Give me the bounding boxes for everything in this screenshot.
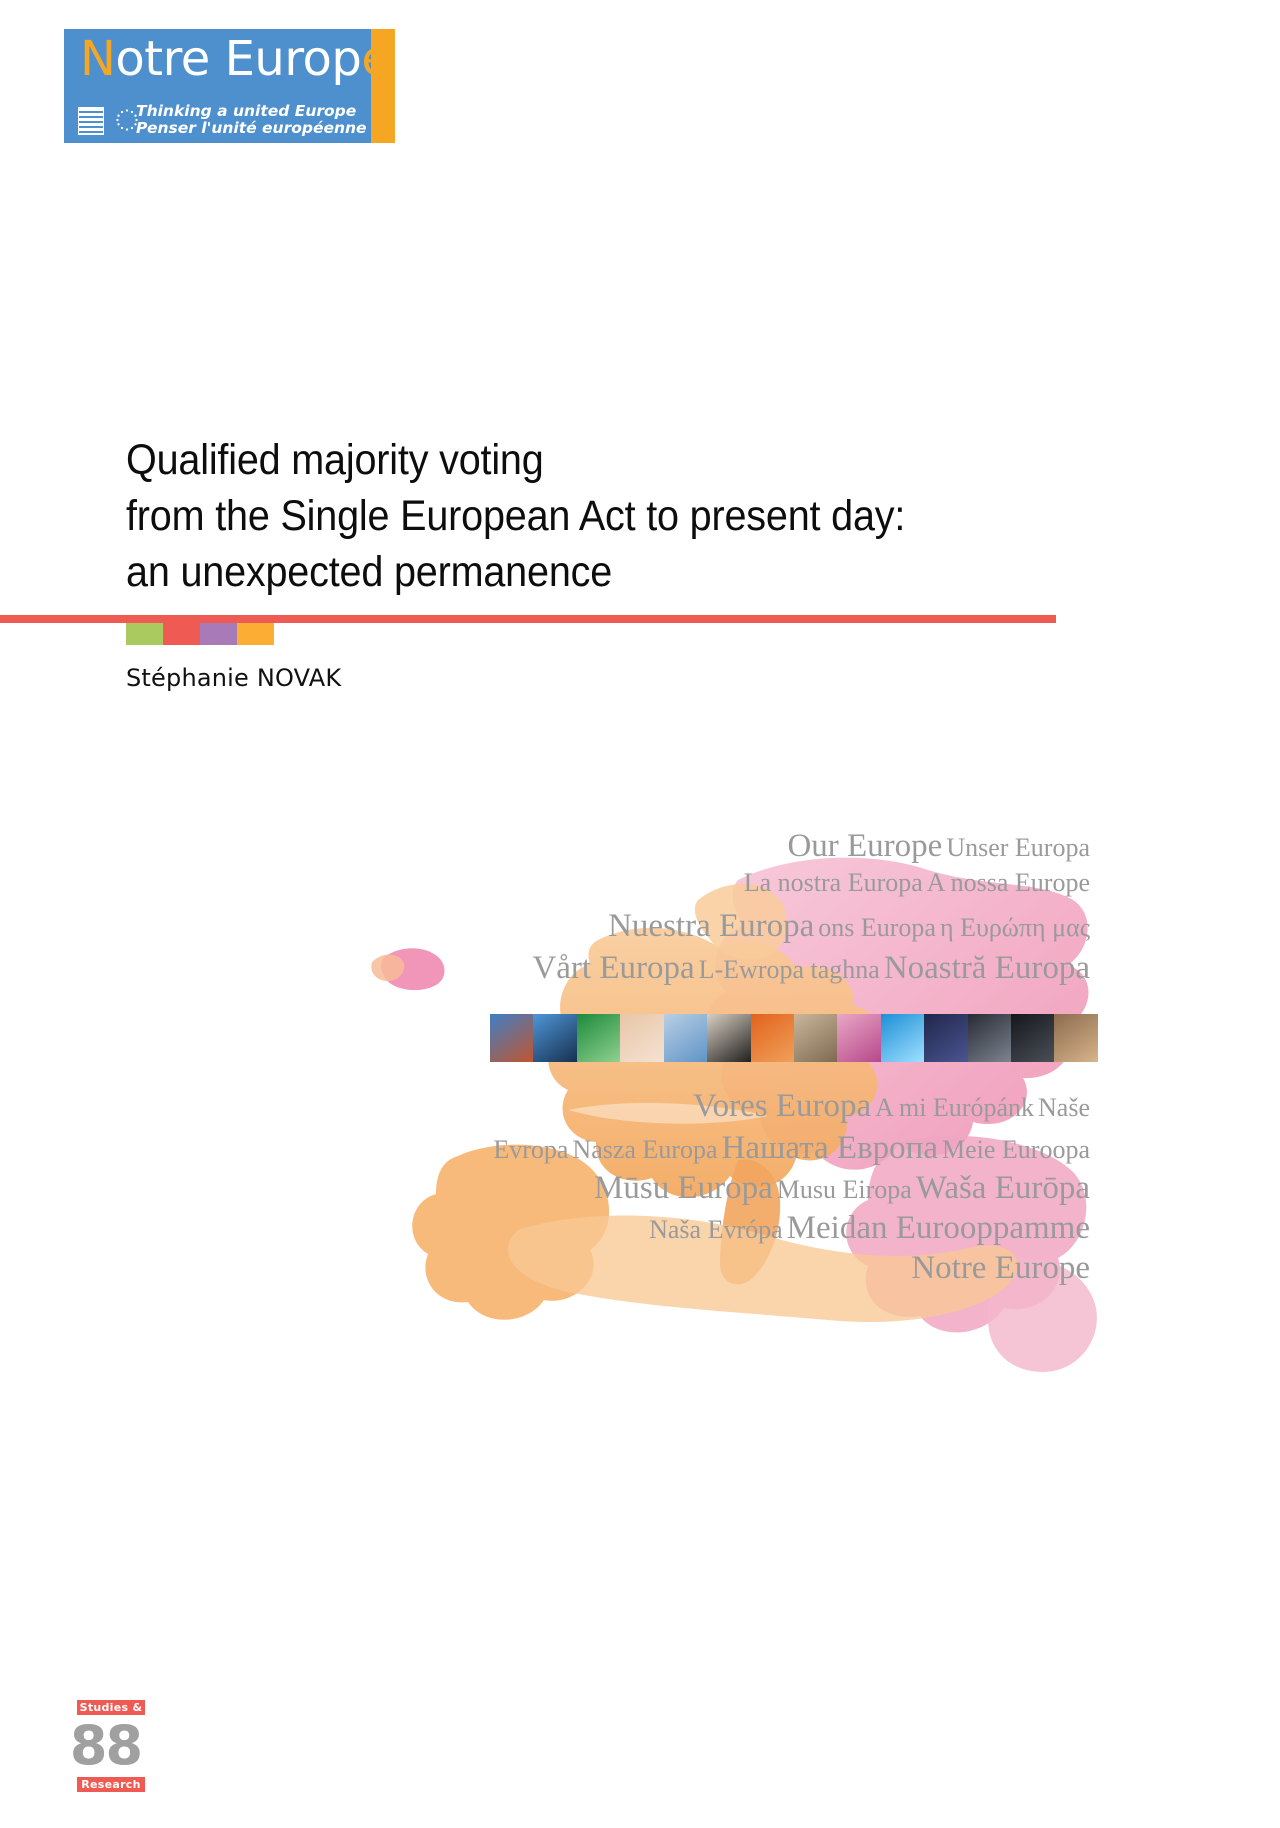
filmstrip-frame-dusk-field [1054,1014,1098,1062]
filmstrip-frame-crowd-night [924,1014,968,1062]
logo-tagline: Thinking a united Europe Penser l'unité … [136,103,367,137]
page-title: Qualified majority voting from the Singl… [126,432,1086,600]
filmstrip-frame-airplane [533,1014,577,1062]
studies-research-badge: Studies & 88 Research [66,1700,145,1792]
filmstrip-frame-green-leaves [576,1014,621,1062]
filmstrip-frame-orange-crate [750,1014,794,1062]
author-name: Stéphanie NOVAK [126,664,342,692]
logo-tagline-fr: Penser l'unité européenne [136,119,367,137]
filmstrip-frame-building [967,1014,1012,1062]
filmstrip-frame-baby-face [620,1014,664,1062]
logo-wordmark-final: e [361,31,391,87]
filmstrip-frame-silhouettes [707,1014,751,1062]
filmstrip-frame-blue-sky [663,1014,708,1062]
photo-filmstrip [490,1014,1098,1062]
badge-number: 88 [69,1714,143,1777]
logo-tagline-en: Thinking a united Europe [136,102,357,120]
title-divider-rule [0,615,1056,623]
filmstrip-frame-pink-pipes [837,1014,881,1062]
color-swatch-red [163,623,200,645]
title-line-2: from the Single European Act to present … [126,492,906,540]
color-swatch-green [126,623,163,645]
filmstrip-frame-light-bulb [880,1014,925,1062]
filmstrip-frame-dark-scene [1011,1014,1055,1062]
filmstrip-frame-person-working [793,1014,838,1062]
title-line-3: an unexpected permanence [126,548,613,596]
color-swatch-orange [237,623,274,645]
logo-wordmark-body: otre Europ [115,31,362,87]
title-line-1: Qualified majority voting [126,436,544,484]
color-swatch-group [126,623,274,645]
logo-wordmark: Notre Europe [80,31,391,87]
document-lines-icon [78,107,104,135]
filmstrip-frame-market-stall [490,1014,534,1062]
notre-europe-logo: Notre Europe Thinking a united Europe Pe… [64,29,395,143]
europe-map-illustration [371,857,1097,1372]
eu-stars-icon [116,109,138,131]
logo-accent-bar [371,29,395,143]
badge-top-label: Studies & [77,1700,145,1715]
logo-wordmark-initial: N [80,31,116,87]
color-swatch-purple [200,623,237,645]
europe-map-artwork: Our Europe Unser Europa La nostra Europa … [268,760,1098,1400]
badge-bottom-label: Research [77,1777,145,1792]
